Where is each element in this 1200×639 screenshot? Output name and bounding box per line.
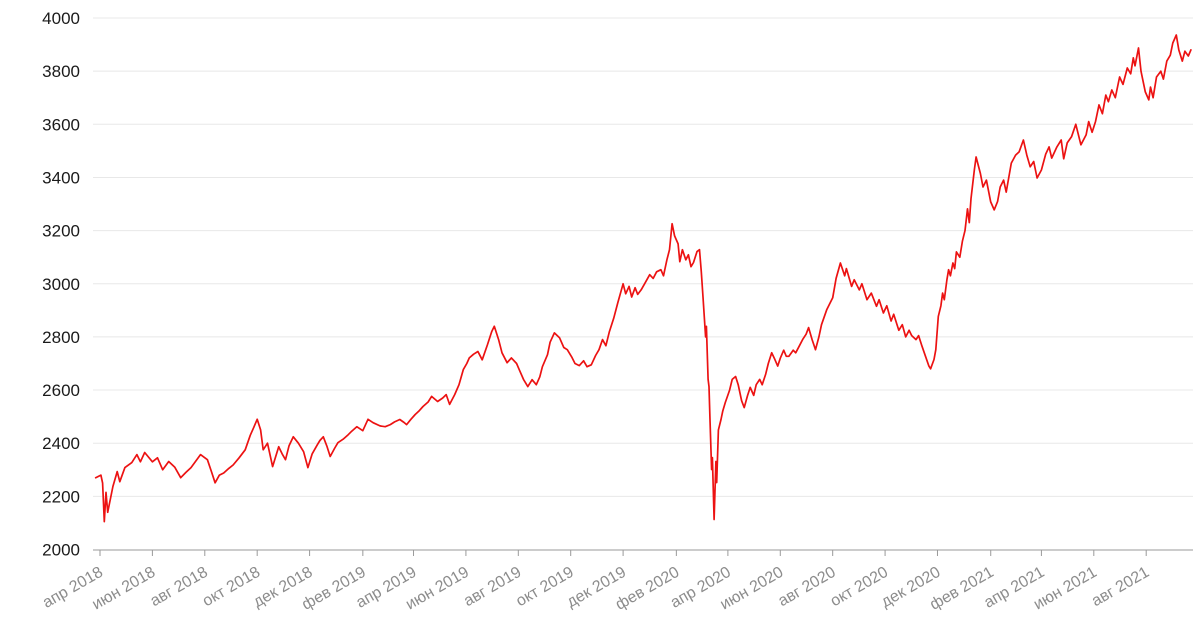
y-tick-label: 3600 (42, 115, 80, 134)
gridlines (93, 17, 1193, 497)
y-tick-label: 2800 (42, 328, 80, 347)
y-tick-label: 3000 (42, 275, 80, 294)
y-tick-label: 2600 (42, 381, 80, 400)
y-tick-label: 2200 (42, 487, 80, 506)
x-tick-label: авг 2021 (1089, 564, 1152, 610)
y-tick-label: 2000 (42, 541, 80, 560)
y-tick-label: 4000 (42, 9, 80, 28)
x-tick-label: авг 2018 (147, 564, 210, 610)
price-line-series (94, 34, 1192, 523)
x-tick-label: авг 2020 (775, 564, 838, 610)
x-tick-label: авг 2019 (461, 564, 524, 610)
y-tick-label: 2400 (42, 434, 80, 453)
y-tick-label: 3800 (42, 62, 80, 81)
x-axis (93, 549, 1193, 556)
price-line (94, 34, 1192, 523)
y-tick-label: 3400 (42, 168, 80, 187)
y-axis-labels: 2000 2200 2400 2600 2800 3000 3200 3400 3600 3800… (42, 9, 80, 560)
y-tick-label: 3200 (42, 222, 80, 241)
